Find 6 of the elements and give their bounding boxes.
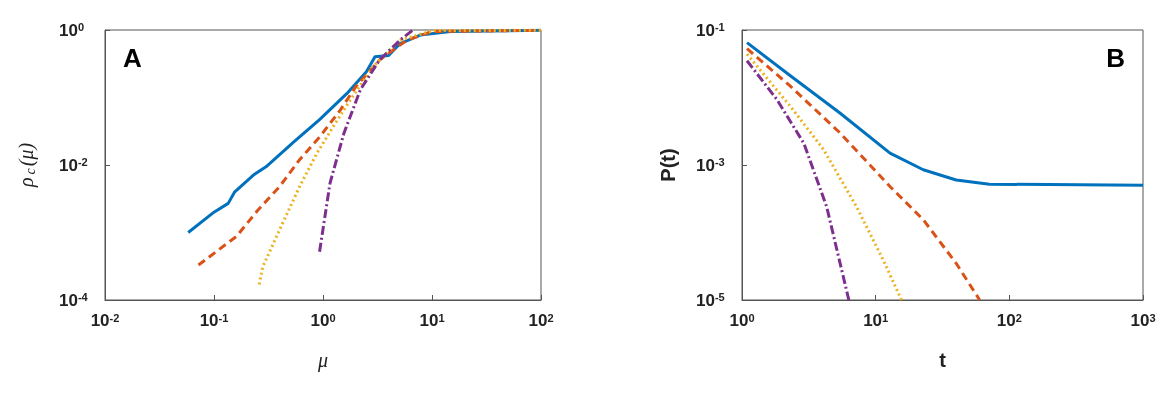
y-axis-title: P(t)	[657, 148, 679, 182]
x-axis-title: μ	[316, 349, 329, 372]
y-axis-title: ρc(μ)	[15, 142, 38, 189]
annotation: B	[1106, 43, 1125, 73]
annotation: A	[123, 43, 142, 73]
x-axis-title: t	[939, 349, 947, 371]
